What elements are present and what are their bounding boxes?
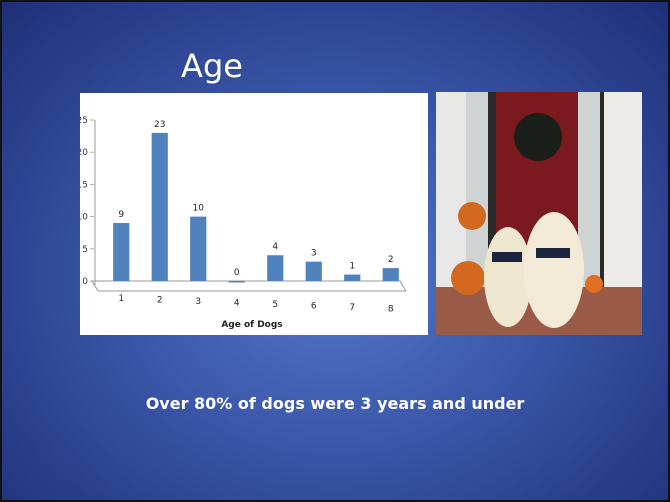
bar: [229, 281, 245, 283]
slide-title: Age: [152, 47, 272, 85]
bar: [267, 255, 283, 281]
x-tick-label: 1: [118, 294, 124, 304]
caption: Over 80% of dogs were 3 years and under: [2, 394, 668, 413]
dog: [524, 212, 584, 328]
x-tick-label: 5: [272, 300, 278, 310]
slide: Age 0510152025Number of DogsAge of Dogs1…: [0, 0, 670, 502]
y-tick-label: 0: [82, 277, 88, 287]
y-tick-label: 5: [82, 245, 88, 255]
bar: [152, 133, 168, 281]
bar: [344, 275, 360, 281]
x-tick-label: 8: [388, 305, 394, 315]
bar: [190, 217, 206, 281]
bandana: [536, 248, 570, 258]
y-tick-label: 10: [80, 213, 88, 223]
bar: [113, 223, 129, 281]
x-tick-label: 7: [349, 303, 355, 313]
y-tick-label: 25: [80, 116, 88, 126]
data-label: 4: [272, 242, 278, 252]
data-label: 0: [234, 268, 240, 278]
x-tick-label: 4: [234, 299, 240, 309]
y-tick-label: 15: [80, 180, 88, 190]
data-label: 9: [118, 210, 124, 220]
bar: [383, 268, 399, 281]
chart-background: [80, 93, 428, 335]
x-tick-label: 6: [311, 302, 317, 312]
x-tick-label: 3: [195, 297, 201, 307]
data-label: 3: [311, 249, 317, 259]
bar: [306, 262, 322, 281]
data-label: 2: [388, 255, 394, 265]
pumpkin: [451, 261, 485, 295]
pumpkin: [458, 202, 486, 230]
wreath: [514, 113, 562, 161]
data-label: 10: [193, 204, 205, 214]
y-tick-label: 20: [80, 148, 88, 158]
pumpkin: [585, 275, 603, 293]
data-label: 23: [154, 120, 165, 130]
bandana: [492, 252, 522, 262]
x-axis-label: Age of Dogs: [221, 320, 282, 330]
chart: 0510152025Number of DogsAge of Dogs19223…: [80, 93, 428, 335]
photo: [436, 92, 642, 335]
data-label: 1: [349, 262, 355, 272]
x-tick-label: 2: [157, 296, 163, 306]
